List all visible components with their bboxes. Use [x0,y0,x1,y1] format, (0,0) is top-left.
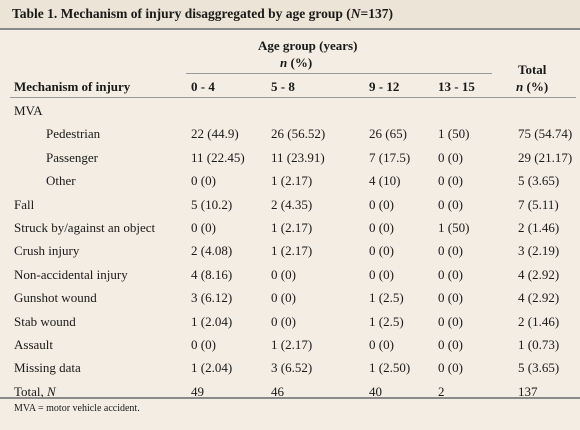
total-cell: 4 (2.92) [518,266,560,282]
total-cell: 1 (0.73) [518,337,560,352]
age-cell: 0 (0) [369,337,394,352]
total-row-label: Total, N [14,384,56,400]
age-col-0-4: 0 - 4 [191,79,215,94]
total-cell: 5 (3.65) [518,173,560,189]
age-cell: 0 (0) [438,243,463,259]
total-unit-n: n [516,79,524,94]
age-cell: 2 (4.35) [271,196,313,212]
age-cell: 0 (0) [369,196,394,212]
age-group-unit-pct: (%) [287,55,313,70]
age-cell: 0 (0) [438,360,463,376]
age-cell: 0 (0) [438,337,463,352]
total-cell: 3 (2.19) [518,243,560,259]
total-cell: 29 (21.17) [518,149,573,165]
age-cell: 0 (0) [438,266,463,282]
age-cell: 0 (0) [191,337,216,352]
total-unit-pct: (%) [523,79,549,94]
age-cell: 3 (6.52) [271,360,313,376]
column-total-cell: 49 [191,383,204,399]
age-cell: 0 (0) [191,173,216,189]
total-header: Total [518,62,547,77]
row-label: Stab wound [14,313,76,329]
total-unit: n (%) [516,79,548,95]
grand-total-cell: 137 [518,383,538,399]
age-cell: 0 (0) [191,220,216,235]
age-cell: 2 (4.08) [191,243,233,259]
age-cell: 0 (0) [438,173,463,189]
total-cell: 2 (1.46) [518,220,560,235]
bottom-rule [0,397,580,399]
age-cell: 0 (0) [369,220,394,235]
age-cell: 11 (23.91) [271,149,325,165]
age-cell: 0 (0) [438,313,463,329]
age-cell: 1 (2.5) [369,290,404,306]
age-cell: 1 (2.50) [369,360,411,376]
age-cell: 0 (0) [271,313,296,329]
age-cell: 0 (0) [271,290,296,306]
age-group-unit: n (%) [280,55,312,71]
mechanism-header: Mechanism of injury [14,79,131,94]
total-cell: 2 (1.46) [518,313,560,329]
age-col-5-8: 5 - 8 [271,79,295,94]
column-total-cell: 46 [271,383,284,399]
age-group-header: Age group (years) [258,38,358,53]
total-cell: 7 (5.11) [518,196,559,212]
age-cell: 0 (0) [438,149,463,165]
row-label: Struck by/against an object [14,220,156,235]
table-title: Table 1. Mechanism of injury disaggregat… [12,6,393,22]
row-label: Non-accidental injury [14,266,128,282]
age-cell: 4 (8.16) [191,266,233,282]
age-cell: 1 (2.17) [271,337,313,352]
total-cell: 75 (54.74) [518,126,573,142]
age-group-rule [186,73,492,74]
age-cell: 1 (50) [438,220,470,235]
column-total-cell: 40 [369,383,382,399]
total-row-label-n: N [47,383,56,399]
age-cell: 1 (2.17) [271,243,313,259]
age-cell: 1 (2.17) [271,173,313,189]
row-label: Assault [14,337,53,352]
age-cell: 0 (0) [438,290,463,306]
header-rule [10,97,576,98]
age-cell: 0 (0) [369,243,394,259]
title-bar: Table 1. Mechanism of injury disaggregat… [0,0,580,30]
age-col-9-12: 9 - 12 [369,79,400,94]
row-label: Missing data [14,360,81,376]
age-cell: 0 (0) [369,266,394,282]
column-total-cell: 2 [438,383,445,399]
total-row-label-text: Total, [14,383,48,399]
total-cell: 4 (2.92) [518,290,560,306]
age-cell: 1 (2.04) [191,360,233,376]
age-cell: 7 (17.5) [369,149,411,165]
title-n-symbol: N [350,6,361,21]
age-cell: 0 (0) [271,266,296,282]
age-cell: 1 (2.17) [271,220,313,235]
age-cell: 1 (50) [438,126,470,142]
age-cell: 4 (10) [369,173,401,189]
row-label: MVA [14,103,43,118]
age-cell: 26 (65) [369,126,407,142]
age-col-13-15: 13 - 15 [438,79,475,94]
title-prefix: Table 1. Mechanism of injury disaggregat… [12,6,351,21]
age-cell: 11 (22.45) [191,149,245,165]
row-label: Passenger [46,149,98,165]
footnote: MVA = motor vehicle accident. [14,403,140,414]
age-cell: 0 (0) [438,196,463,212]
row-label: Pedestrian [46,126,101,142]
row-label: Gunshot wound [14,290,97,306]
age-cell: 1 (2.04) [191,313,233,329]
row-label: Crush injury [14,243,80,259]
age-cell: 3 (6.12) [191,290,233,306]
row-label: Fall [14,196,35,212]
age-cell: 5 (10.2) [191,196,233,212]
title-suffix: =137) [360,6,393,21]
age-cell: 22 (44.9) [191,126,239,142]
age-cell: 1 (2.5) [369,313,404,329]
total-cell: 5 (3.65) [518,360,560,376]
age-cell: 26 (56.52) [271,126,326,142]
row-label: Other [46,173,76,189]
age-group-unit-n: n [280,55,288,70]
